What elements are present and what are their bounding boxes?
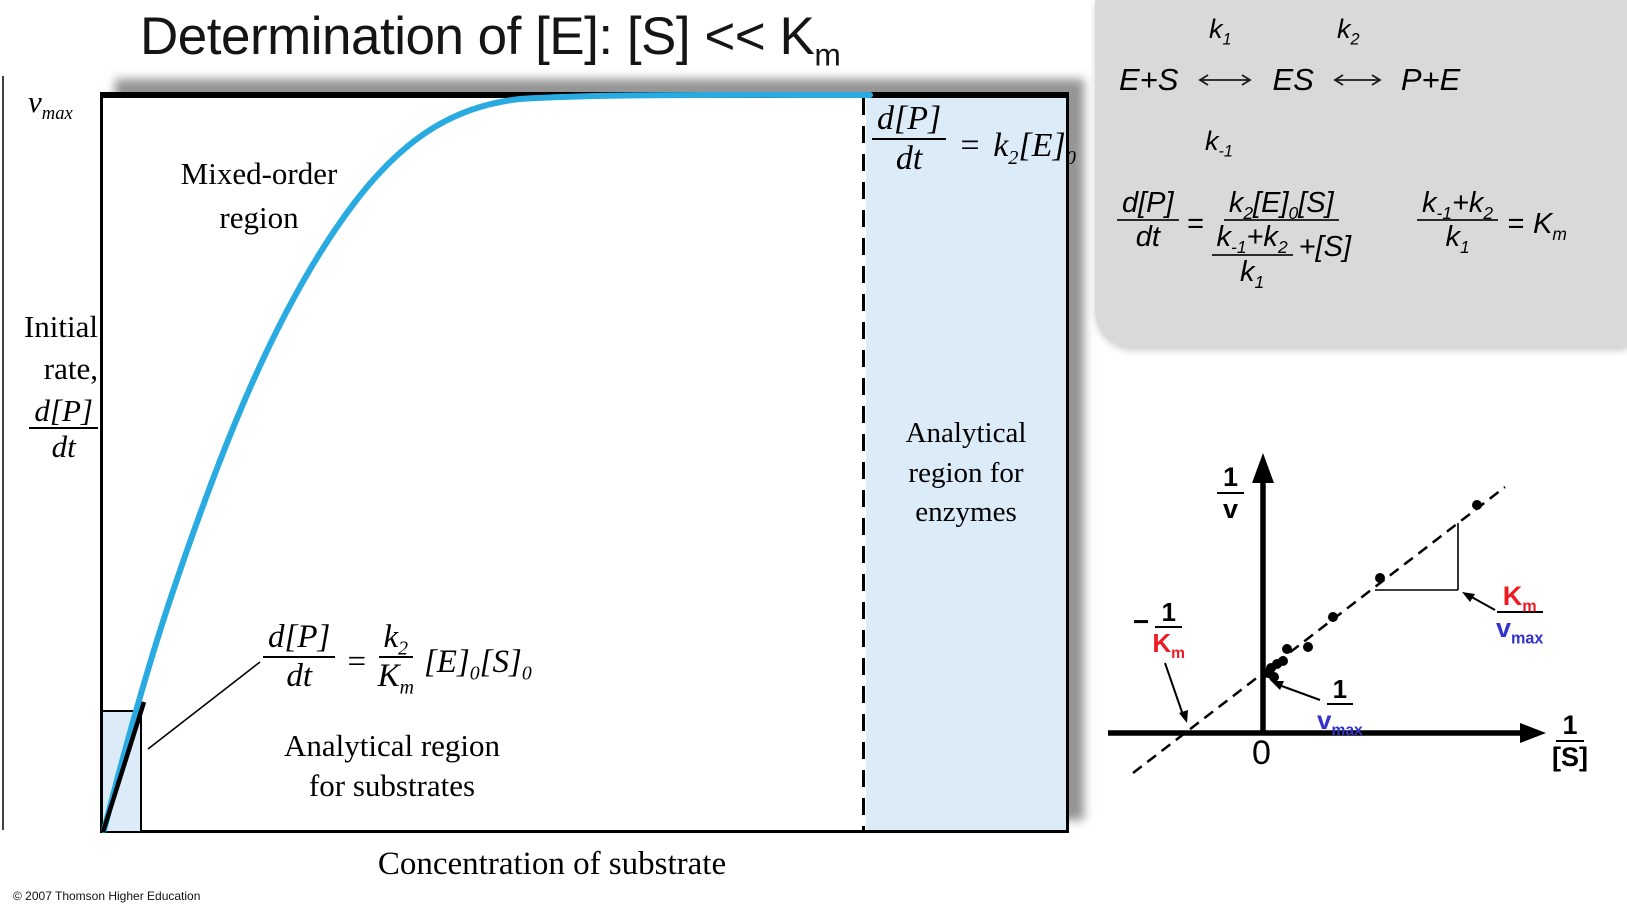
y-label-fraction: d[P] dt [29,393,98,464]
lb-x-intercept-arrow-icon [1164,662,1188,723]
region-divider-dashed-line [862,98,865,830]
mixed-order-region-label: Mixed-order region [180,156,338,236]
substrate-region-label: Analytical region for substrates [283,728,501,804]
lb-y-intercept-label: 1 vmax [1317,674,1363,740]
mm-curve-svg [100,92,873,833]
plateau-eq-fraction: d[P] dt [872,100,947,177]
y-label-line1: Initial [23,309,98,344]
enzyme-region-label: Analytical region for enzymes [905,417,1027,529]
initial-slope-line [100,701,147,833]
rate-law-denominator: k-1+k2 k1 +[S] [1211,221,1352,290]
lb-slope-arrow-icon [1462,592,1496,611]
lineweaver-burk-svg [1108,453,1546,774]
lb-data-points [1263,500,1482,682]
species-E-plus-S: E+S [1119,62,1179,97]
km-definition-equation: k-1+k2 k1 = Km [1417,187,1567,256]
reversible-arrow-icon [1333,74,1382,86]
lb-slope-label: Km vmax [1496,581,1544,648]
lb-y-intercept-arrow-icon [1271,681,1321,701]
y-label-line2: rate, [43,350,98,386]
plateau-eq-equals: = [958,127,982,164]
minus-sign: − [1133,606,1150,637]
linear-eq-tail: [E]0[S]0 [423,644,532,685]
linear-eq-rhs-fraction: k2 Km [377,619,414,699]
lb-y-axis-arrowhead-icon [1252,453,1274,483]
rate-law-rhs: k2[E]0[S] k-1+k2 k1 +[S] [1211,187,1352,290]
mm-x-axis-label: Concentration of substrate [377,846,727,882]
k1-rate-constant: k1 [1209,14,1232,49]
km-def-rhs: Km [1533,208,1567,244]
vmax-axis-label: vmax [28,84,73,125]
linear-rate-equation: d[P] dt = k2 Km [E]0[S]0 [263,619,532,699]
rate-law-lhs: d[P] dt [1117,187,1179,254]
copyright-notice: © 2007 Thomson Higher Education [13,889,201,903]
k-minus-1-rate-constant: k-1 [1205,126,1233,161]
species-ES: ES [1272,62,1314,97]
lb-x-axis-arrowhead-icon [1520,723,1546,743]
lb-origin-label: 0 [1252,734,1271,772]
linear-eq-lhs-fraction: d[P] dt [263,619,336,694]
equation-callout-line [147,661,261,750]
michaelis-menten-curve [101,92,873,833]
kinetic-scheme-box: k1 k2 E+S ES P+E k-1 d[P] dt = [1095,0,1627,348]
rate-law-den-tail: +[S] [1298,231,1352,264]
rate-law-equals: = [1186,208,1204,240]
enzyme-analytical-region-fill [866,98,1066,830]
mm-rate-law-equation: d[P] dt = k2[E]0[S] k-1+k2 k1 +[S] [1117,187,1352,290]
k2-rate-constant: k2 [1337,14,1360,49]
rate-law-km-fraction: k-1+k2 k1 [1211,222,1293,290]
species-P-plus-E: P+E [1400,62,1461,97]
reversible-arrow-icon [1198,74,1253,86]
lb-x-intercept-label: − 1 Km [1133,597,1186,663]
lb-y-axis-label: 1 v [1217,462,1245,524]
linear-eq-equals: = [345,644,368,680]
plateau-rate-equation: d[P] dt = k2[E]0 [872,100,1076,177]
plateau-eq-rhs: k2[E]0 [993,127,1076,169]
lb-x-axis-label: 1 [S] [1552,710,1588,773]
lb-fit-line [1132,486,1506,774]
page-title: Determination of [E]: [S] << Km [140,6,841,73]
reaction-scheme: E+S ES P+E [1119,62,1460,98]
figure-left-border [2,76,4,830]
km-def-equals: = [1507,208,1525,240]
km-def-fraction: k-1+k2 k1 [1417,187,1499,256]
mm-y-axis-label: Initial rate, d[P] dt [2,306,98,464]
